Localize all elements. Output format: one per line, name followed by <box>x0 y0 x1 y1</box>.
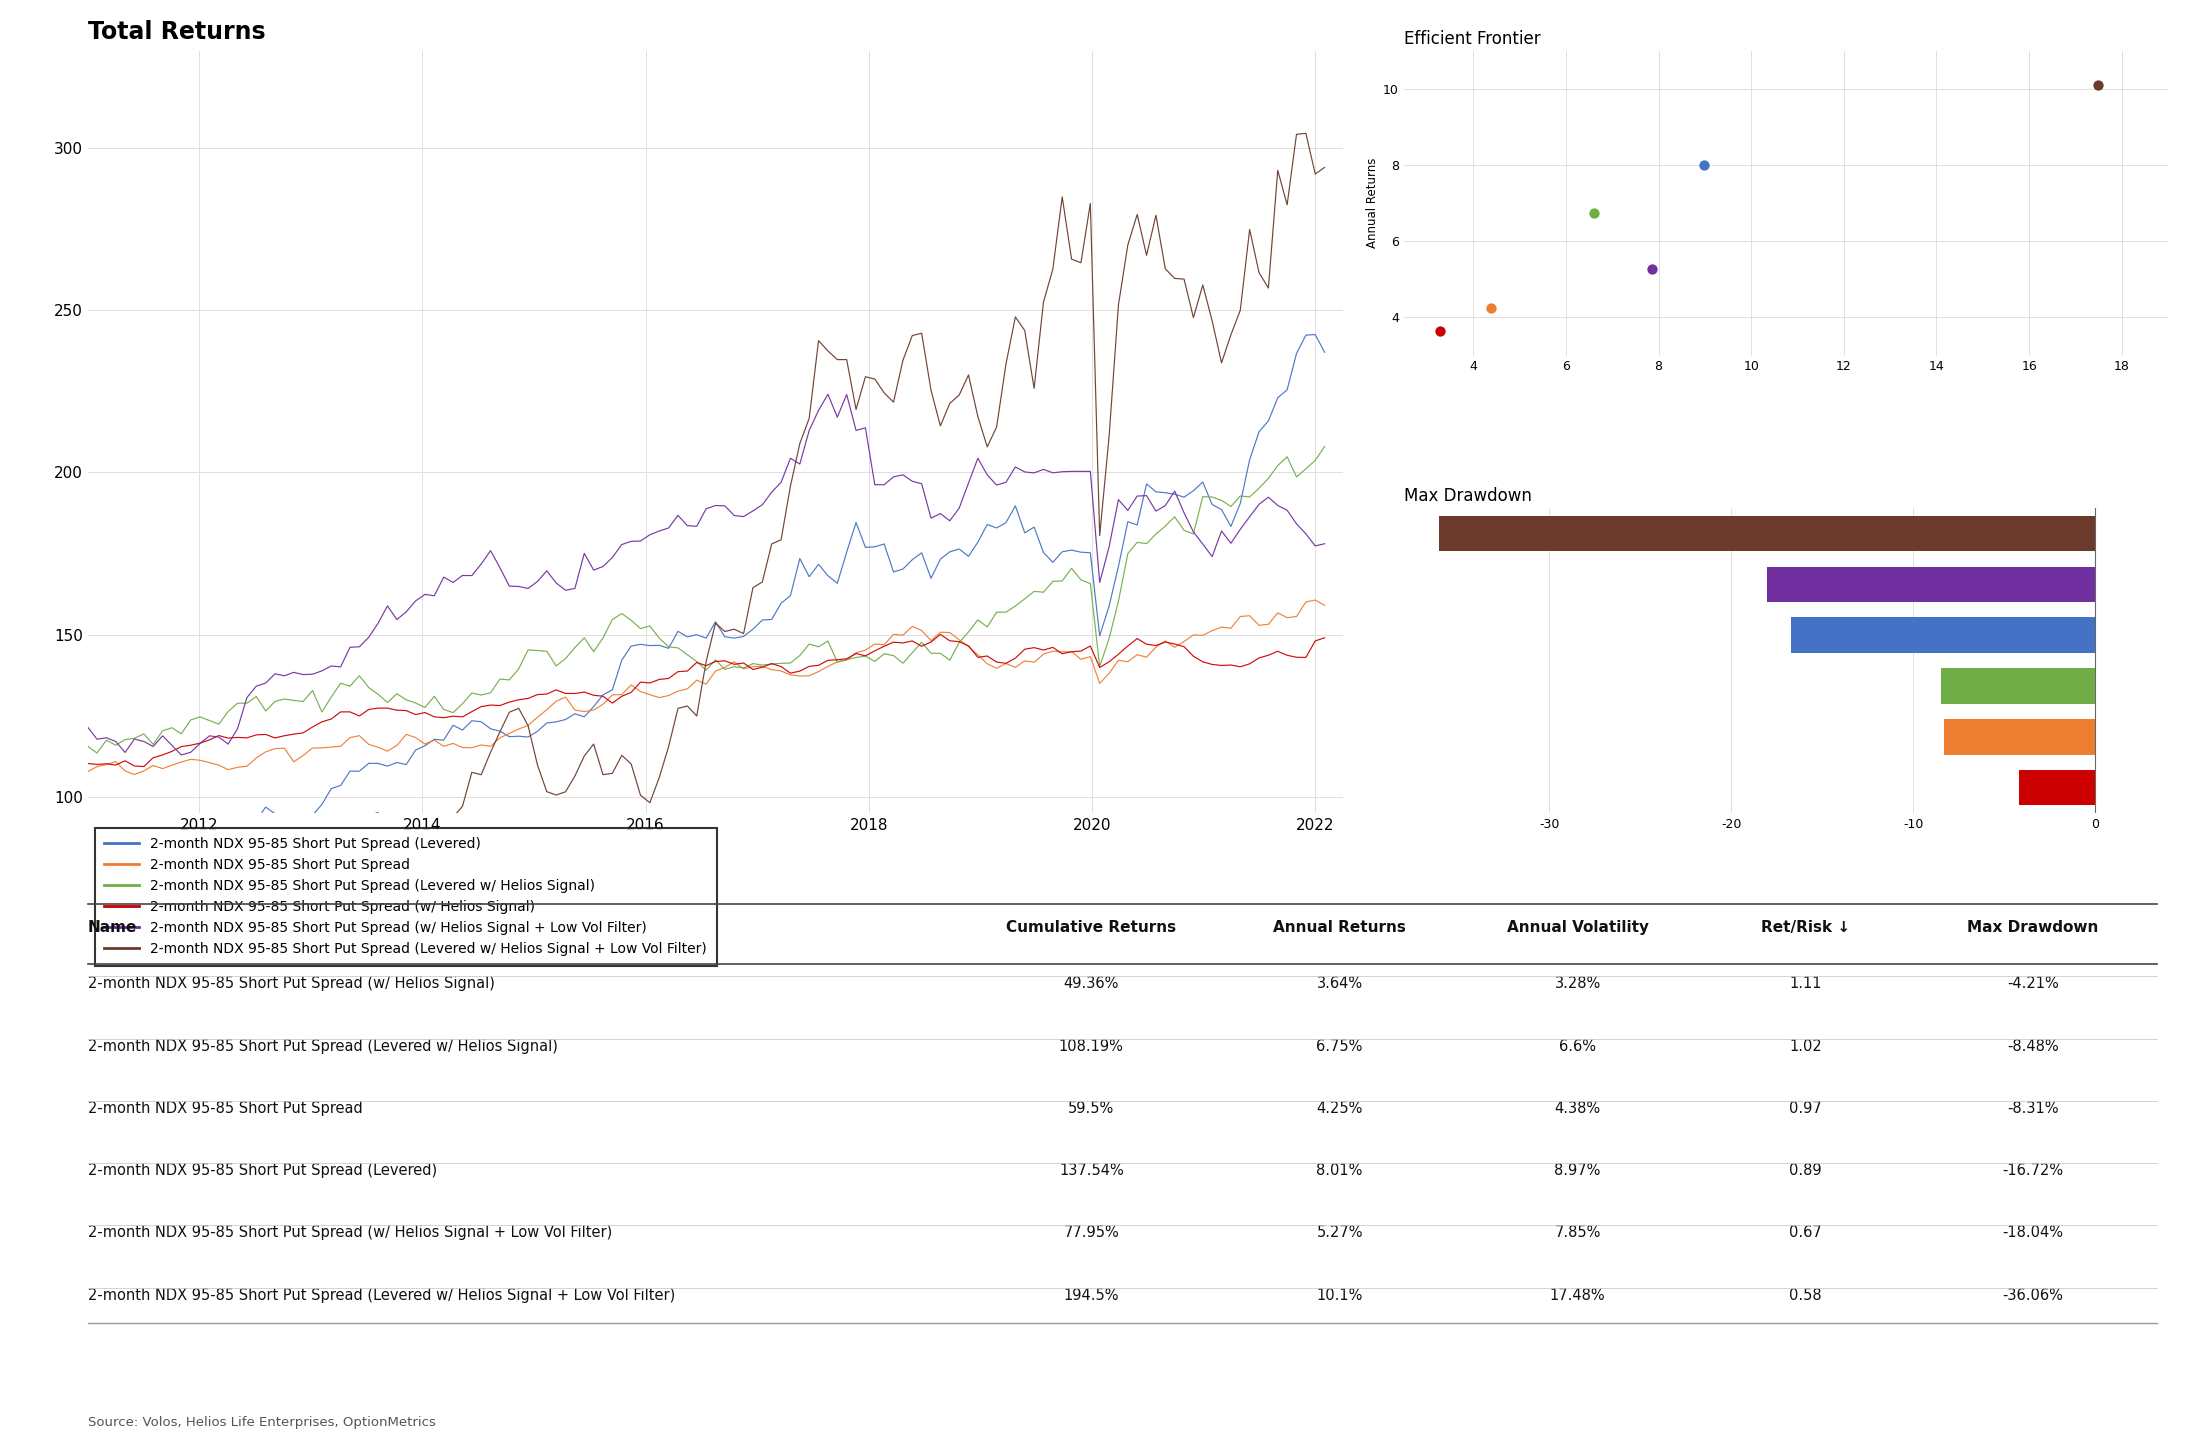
Text: 49.36%: 49.36% <box>1064 976 1119 992</box>
Text: 2-month NDX 95-85 Short Put Spread (w/ Helios Signal): 2-month NDX 95-85 Short Put Spread (w/ H… <box>88 976 495 992</box>
Point <box>1474 296 1509 320</box>
Text: 2-month NDX 95-85 Short Put Spread (Levered w/ Helios Signal + Low Vol Filter): 2-month NDX 95-85 Short Put Spread (Leve… <box>88 1287 675 1303</box>
Text: 3.28%: 3.28% <box>1555 976 1601 992</box>
Text: 4.38%: 4.38% <box>1555 1100 1601 1116</box>
Bar <box>1940 668 2096 704</box>
Text: -18.04%: -18.04% <box>2002 1225 2063 1241</box>
Legend: 2-month NDX 95-85 Short Put Spread (Levered), 2-month NDX 95-85 Short Put Spread: 2-month NDX 95-85 Short Put Spread (Leve… <box>94 827 716 966</box>
Text: 0.89: 0.89 <box>1789 1163 1822 1178</box>
Text: Annual Returns: Annual Returns <box>1272 920 1406 936</box>
Text: Cumulative Returns: Cumulative Returns <box>1005 920 1176 936</box>
Text: -4.21%: -4.21% <box>2006 976 2059 992</box>
Text: Max Drawdown: Max Drawdown <box>1967 920 2098 936</box>
Text: -36.06%: -36.06% <box>2002 1287 2063 1303</box>
Text: 6.6%: 6.6% <box>1559 1038 1597 1054</box>
Bar <box>1791 617 2096 654</box>
Point <box>1424 320 1459 343</box>
Text: 194.5%: 194.5% <box>1064 1287 1119 1303</box>
Bar <box>2019 769 2096 805</box>
Point <box>1686 153 1721 176</box>
Text: 137.54%: 137.54% <box>1060 1163 1123 1178</box>
Text: 6.75%: 6.75% <box>1316 1038 1362 1054</box>
Text: Efficient Frontier: Efficient Frontier <box>1404 30 1540 48</box>
Text: Source: Volos, Helios Life Enterprises, OptionMetrics: Source: Volos, Helios Life Enterprises, … <box>88 1416 436 1429</box>
Bar <box>1767 567 2096 602</box>
Text: -16.72%: -16.72% <box>2002 1163 2063 1178</box>
Y-axis label: Annual Returns: Annual Returns <box>1367 158 1380 249</box>
Text: Annual Volatility: Annual Volatility <box>1507 920 1649 936</box>
Text: Name: Name <box>88 920 138 936</box>
Text: 0.67: 0.67 <box>1789 1225 1822 1241</box>
Text: -8.48%: -8.48% <box>2008 1038 2059 1054</box>
Text: 2-month NDX 95-85 Short Put Spread (Levered w/ Helios Signal): 2-month NDX 95-85 Short Put Spread (Leve… <box>88 1038 558 1054</box>
Text: 3.64%: 3.64% <box>1316 976 1362 992</box>
Text: 59.5%: 59.5% <box>1069 1100 1115 1116</box>
Text: 2-month NDX 95-85 Short Put Spread (Levered): 2-month NDX 95-85 Short Put Spread (Leve… <box>88 1163 436 1178</box>
Text: 10.1%: 10.1% <box>1316 1287 1362 1303</box>
Text: 4.25%: 4.25% <box>1316 1100 1362 1116</box>
Text: -8.31%: -8.31% <box>2008 1100 2059 1116</box>
Bar <box>1439 516 2096 551</box>
Text: Max Drawdown: Max Drawdown <box>1404 487 1531 505</box>
Text: 8.01%: 8.01% <box>1316 1163 1362 1178</box>
Text: 7.85%: 7.85% <box>1555 1225 1601 1241</box>
Text: 1.02: 1.02 <box>1789 1038 1822 1054</box>
Text: 2-month NDX 95-85 Short Put Spread: 2-month NDX 95-85 Short Put Spread <box>88 1100 361 1116</box>
Text: 108.19%: 108.19% <box>1060 1038 1123 1054</box>
Bar <box>1945 719 2096 755</box>
Text: 8.97%: 8.97% <box>1555 1163 1601 1178</box>
Text: 0.58: 0.58 <box>1789 1287 1822 1303</box>
Text: Total Returns: Total Returns <box>88 20 265 45</box>
Text: Ret/Risk ↓: Ret/Risk ↓ <box>1761 920 1851 936</box>
Text: 17.48%: 17.48% <box>1551 1287 1605 1303</box>
Text: 0.97: 0.97 <box>1789 1100 1822 1116</box>
Text: 5.27%: 5.27% <box>1316 1225 1362 1241</box>
Text: 77.95%: 77.95% <box>1064 1225 1119 1241</box>
Point <box>1577 201 1612 224</box>
Text: 1.11: 1.11 <box>1789 976 1822 992</box>
Point <box>1634 257 1669 281</box>
Point <box>2080 74 2116 97</box>
Text: 2-month NDX 95-85 Short Put Spread (w/ Helios Signal + Low Vol Filter): 2-month NDX 95-85 Short Put Spread (w/ H… <box>88 1225 611 1241</box>
